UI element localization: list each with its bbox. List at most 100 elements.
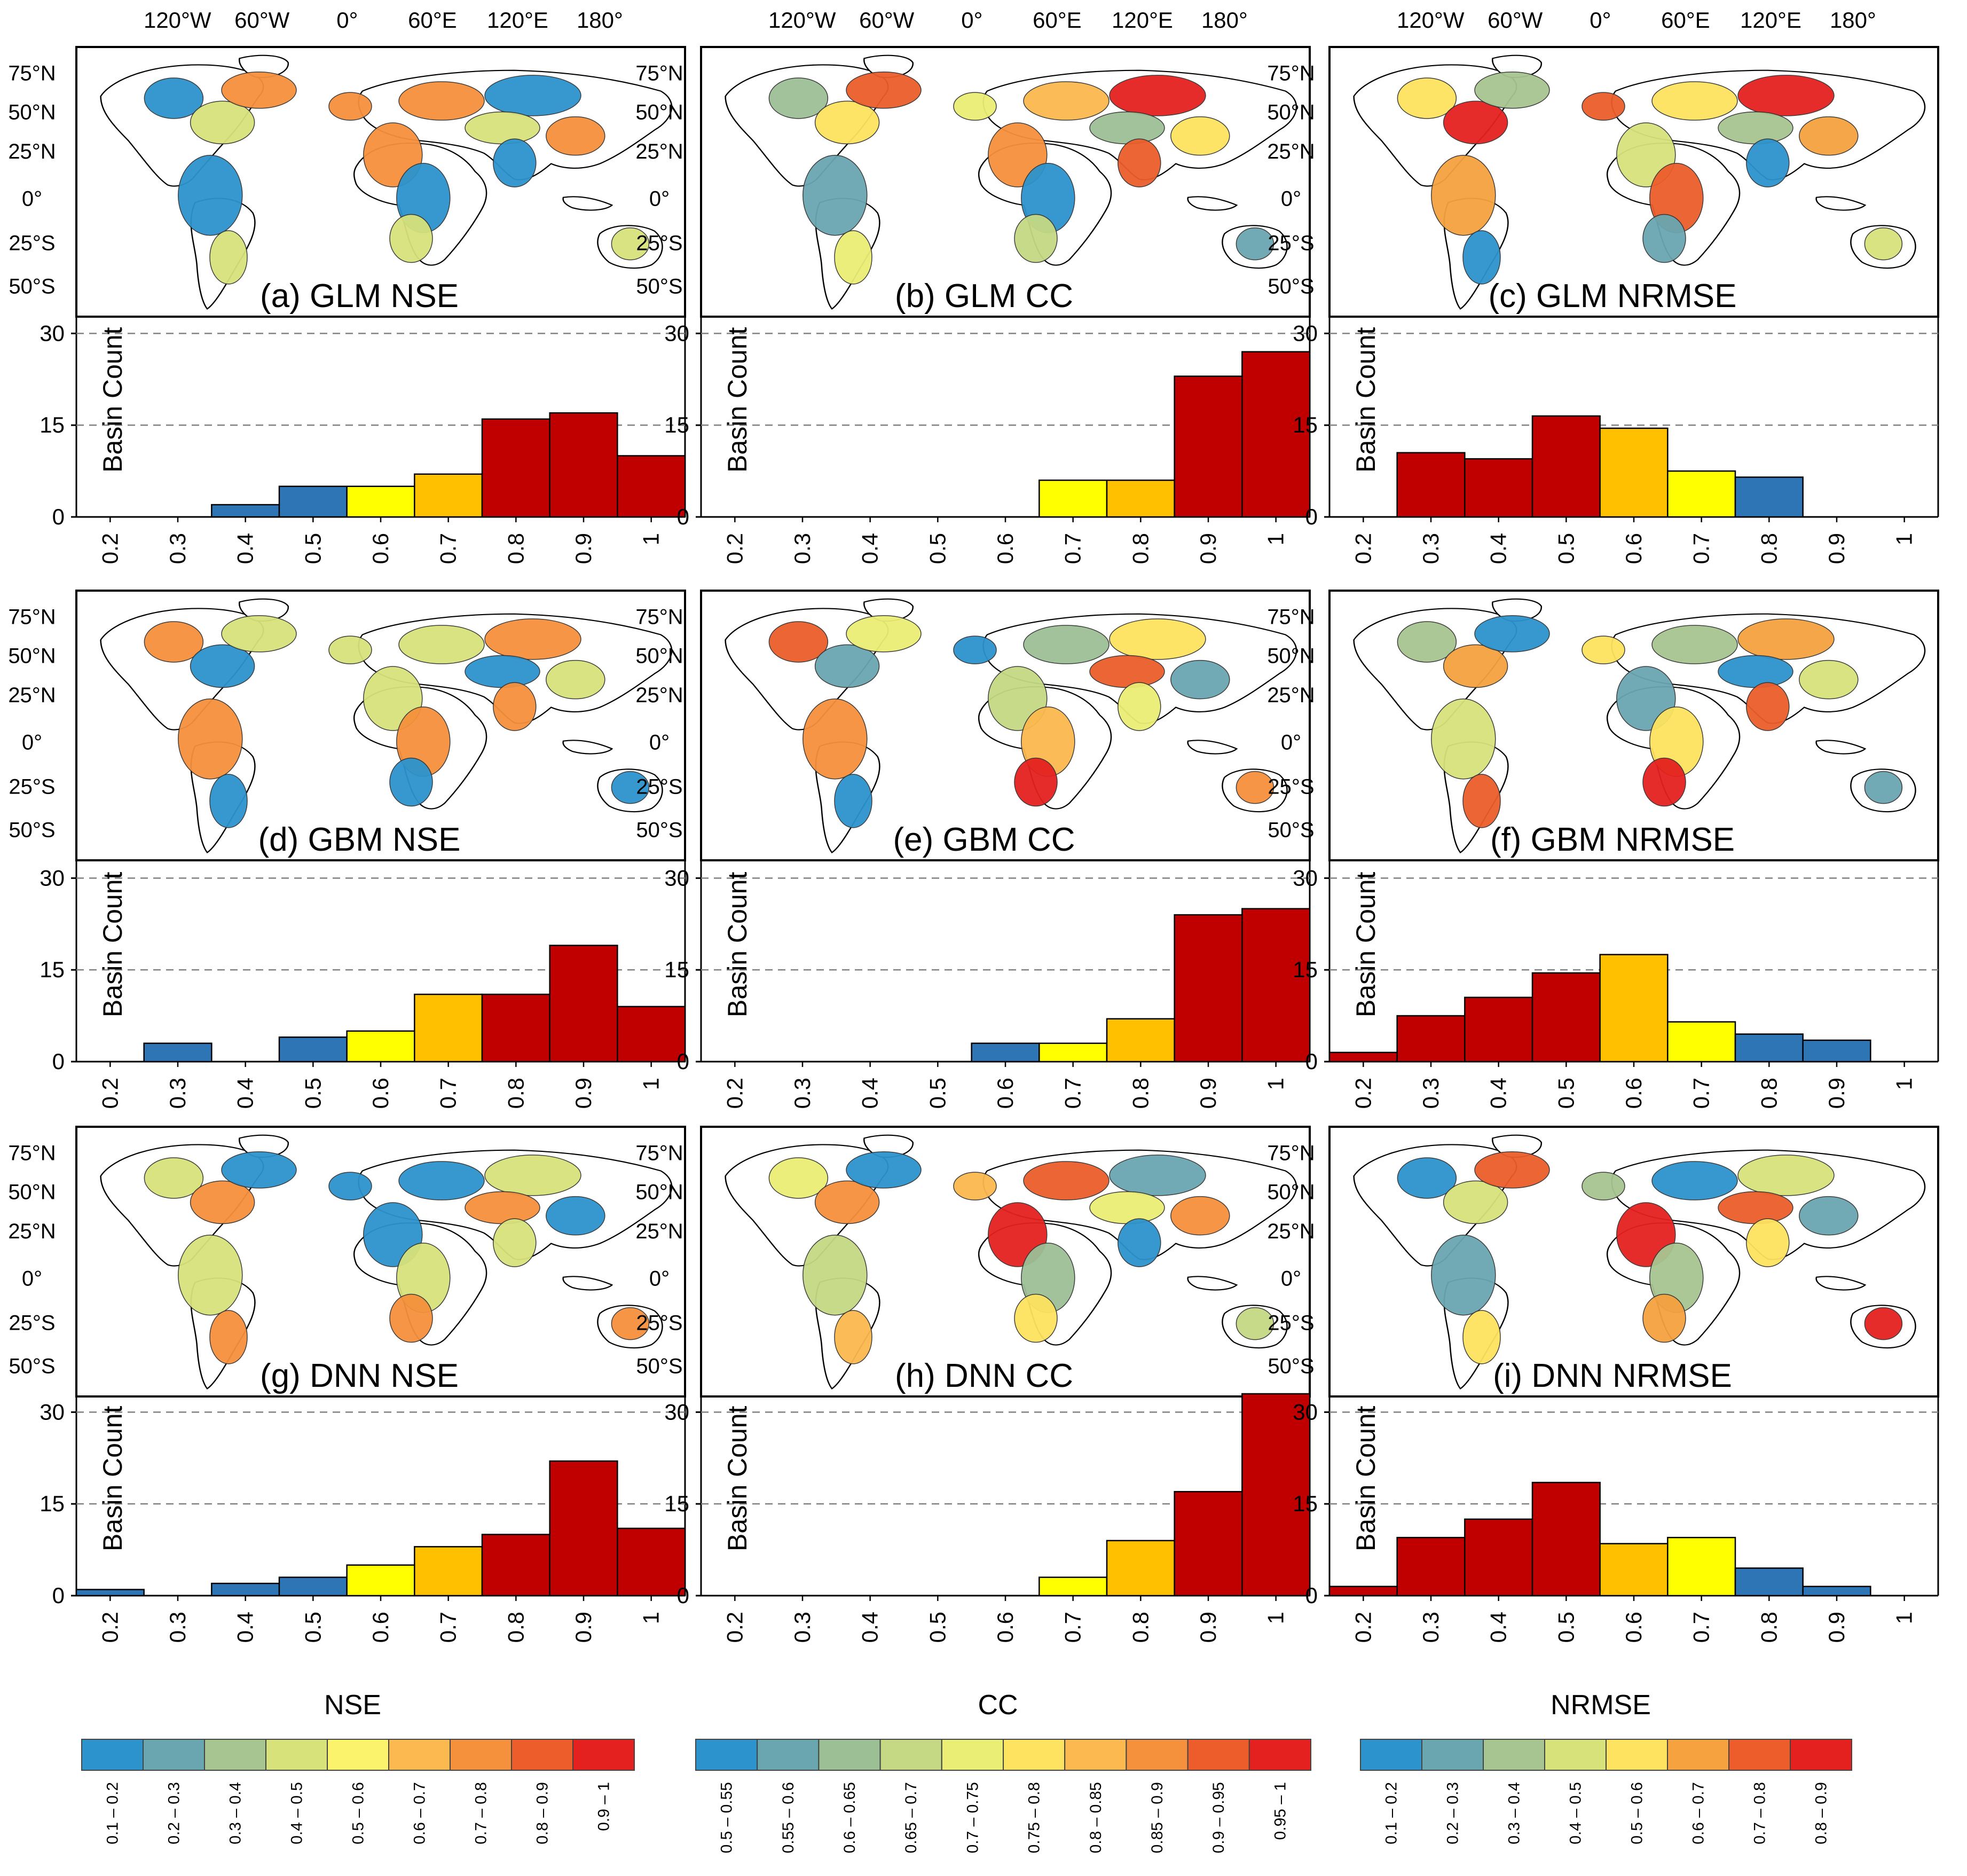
legend-swatch [388,1739,451,1771]
legend-label: 0.4 – 0.5 [1567,1782,1585,1844]
longitude-tick-label: 60°E [1661,7,1710,33]
panel-title: (g) DNN NSE [260,1357,459,1394]
x-tick-label: 0.2 [97,1612,122,1643]
basin-region [814,100,880,145]
legend-swatch [1421,1739,1484,1771]
histogram-bar [1038,1042,1108,1063]
legend-label: 0.5 – 0.55 [718,1782,736,1853]
basin-region [328,1172,372,1200]
basin-region [1118,138,1161,187]
y-axis-label: Basin Count [722,327,752,472]
latitude-tick-label: 50°S [636,818,682,842]
y-tick-label: 30 [664,320,689,346]
histogram-bar [617,1006,686,1063]
legend-label: 0.85 – 0.9 [1148,1782,1166,1853]
legend-label: 0.5 – 0.6 [1628,1782,1646,1844]
legend-label: 0.7 – 0.8 [473,1782,490,1844]
y-tick-label: 0 [677,1049,689,1074]
legend-swatch [1126,1739,1189,1771]
legend-swatch [1606,1739,1668,1771]
basin-region [814,1180,880,1224]
x-tick-label: 0.9 [571,533,596,564]
legend-title: NRMSE [1551,1690,1651,1721]
latitude-tick-label: 0° [1281,731,1301,754]
longitude-tick-label: 120°W [144,7,211,33]
y-tick-label: 30 [664,1399,689,1424]
longitude-tick-label: 180° [1201,7,1248,33]
basin-region [178,155,243,236]
histogram-bar [1174,1491,1243,1597]
y-tick-label: 15 [40,957,65,982]
histogram-bar [1531,972,1601,1063]
basin-region [1718,111,1793,145]
basin-region [178,698,243,780]
basin-region [328,635,372,664]
basin-region [546,1196,605,1236]
x-tick-label: 0.2 [1350,1612,1375,1643]
histogram-bar [1241,1393,1311,1597]
latitude-tick-label: 50°N [8,101,56,124]
basin-region [802,698,868,780]
histogram-bar [1802,1039,1871,1063]
basin-region [1170,660,1230,700]
histogram-bar [1667,470,1736,518]
legend-swatch [757,1739,820,1771]
legend-label: 0.3 – 0.4 [227,1782,245,1844]
legend-swatch [818,1739,881,1771]
x-tick-label: 0.9 [571,1078,596,1109]
basin-region [1582,635,1625,664]
basin-region [398,625,485,664]
legend-cc: CC 0.5 – 0.55 0.55 – 0.6 0.6 – 0.65 0.65 – 0… [695,1690,1312,1853]
latitude-tick-label: 0° [649,731,670,754]
y-tick-label: 15 [664,1491,689,1516]
basin-region [1474,615,1550,653]
longitude-tick-label: 120°W [768,7,836,33]
latitude-tick-label: 0° [1281,187,1301,210]
panel-title: (d) GBM NSE [258,821,461,858]
longitude-tick-label: 120°E [487,7,548,33]
longitude-tick-label: 60°E [1033,7,1082,33]
panel-title: (i) DNN NRMSE [1493,1357,1732,1394]
basin-region [465,655,540,688]
basin-region [1582,1172,1625,1200]
basin-region [209,230,248,285]
x-tick-label: 0.8 [503,1078,528,1109]
histogram-bar [549,1460,618,1597]
latitude-tick-label: 75°N [635,606,683,629]
basin-region [1431,698,1496,780]
x-tick-label: 0.7 [436,1612,461,1643]
histogram-bar [278,485,348,518]
histogram-bar [1599,954,1669,1063]
y-tick-label: 0 [52,1583,65,1608]
basin-region [1746,682,1790,731]
latitude-tick-label: 50°N [635,645,683,668]
longitude-tick-label: 180° [1830,7,1876,33]
x-tick-label: 0.6 [1621,1612,1646,1643]
panel-c: 75°N 50°N 25°N 0° 25°S 50°S (c) GLM NRMSE 0 15 30… [1267,46,1939,564]
latitude-tick-label: 75°N [1267,1142,1315,1165]
panel-d: 75°N 50°N 25°N 0° 25°S 50°S (d) GBM NSE 0 15 30 Ba… [8,590,686,1109]
x-tick-label: 0.8 [1128,1612,1153,1643]
legend-label: 0.8 – 0.85 [1087,1782,1105,1853]
x-tick-label: 0.7 [1689,1078,1714,1109]
x-tick-label: 0.7 [436,1078,461,1109]
latitude-tick-label: 25°N [635,684,683,707]
x-tick-label: 0.8 [503,1612,528,1643]
longitude-tick-label: 120°E [1740,7,1801,33]
histogram-bar [1241,351,1311,518]
basin-region [190,1180,255,1224]
basin-region [1718,1191,1793,1224]
legend-label: 0.7 – 0.8 [1751,1782,1769,1844]
basin-region [221,1151,297,1189]
longitude-tick-label: 120°W [1397,7,1465,33]
legend-swatch [1064,1739,1127,1771]
histogram-bar [1464,996,1533,1063]
latitude-tick-label: 50°S [9,818,55,842]
latitude-tick-label: 0° [649,187,670,210]
y-tick-label: 15 [664,957,689,982]
latitude-tick-label: 25°S [636,1312,682,1335]
basin-region [1023,625,1110,664]
panel-h: 75°N 50°N 25°N 0° 25°S 50°S (h) DNN CC 0 15 30 Bas… [635,1126,1311,1643]
x-tick-label: 0.6 [1621,1078,1646,1109]
x-tick-label: 0.5 [300,533,325,564]
